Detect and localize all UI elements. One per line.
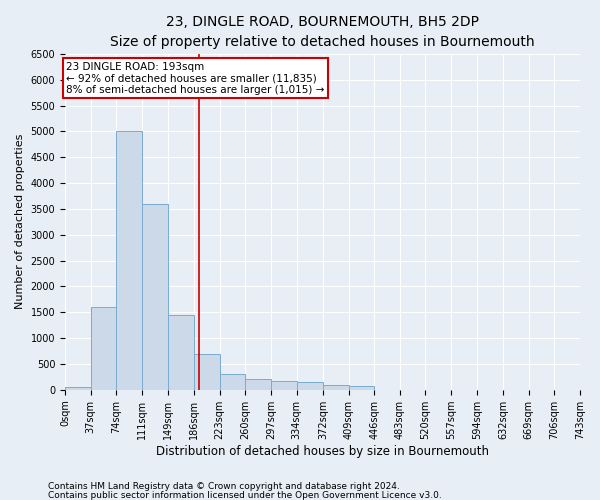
Text: Contains public sector information licensed under the Open Government Licence v3: Contains public sector information licen… <box>48 490 442 500</box>
Bar <box>296 382 323 390</box>
Text: Contains HM Land Registry data © Crown copyright and database right 2024.: Contains HM Land Registry data © Crown c… <box>48 482 400 491</box>
Bar <box>91 307 116 390</box>
Text: 23 DINGLE ROAD: 193sqm
← 92% of detached houses are smaller (11,835)
8% of semi-: 23 DINGLE ROAD: 193sqm ← 92% of detached… <box>67 62 325 95</box>
Bar <box>194 354 220 390</box>
Bar <box>142 204 168 390</box>
Bar <box>116 132 142 390</box>
Bar <box>245 380 271 390</box>
Bar <box>271 381 296 390</box>
X-axis label: Distribution of detached houses by size in Bournemouth: Distribution of detached houses by size … <box>156 444 489 458</box>
Bar <box>168 315 194 390</box>
Bar <box>220 374 245 390</box>
Y-axis label: Number of detached properties: Number of detached properties <box>15 134 25 310</box>
Bar <box>323 384 349 390</box>
Bar <box>349 386 374 390</box>
Bar <box>65 387 91 390</box>
Title: 23, DINGLE ROAD, BOURNEMOUTH, BH5 2DP
Size of property relative to detached hous: 23, DINGLE ROAD, BOURNEMOUTH, BH5 2DP Si… <box>110 15 535 48</box>
